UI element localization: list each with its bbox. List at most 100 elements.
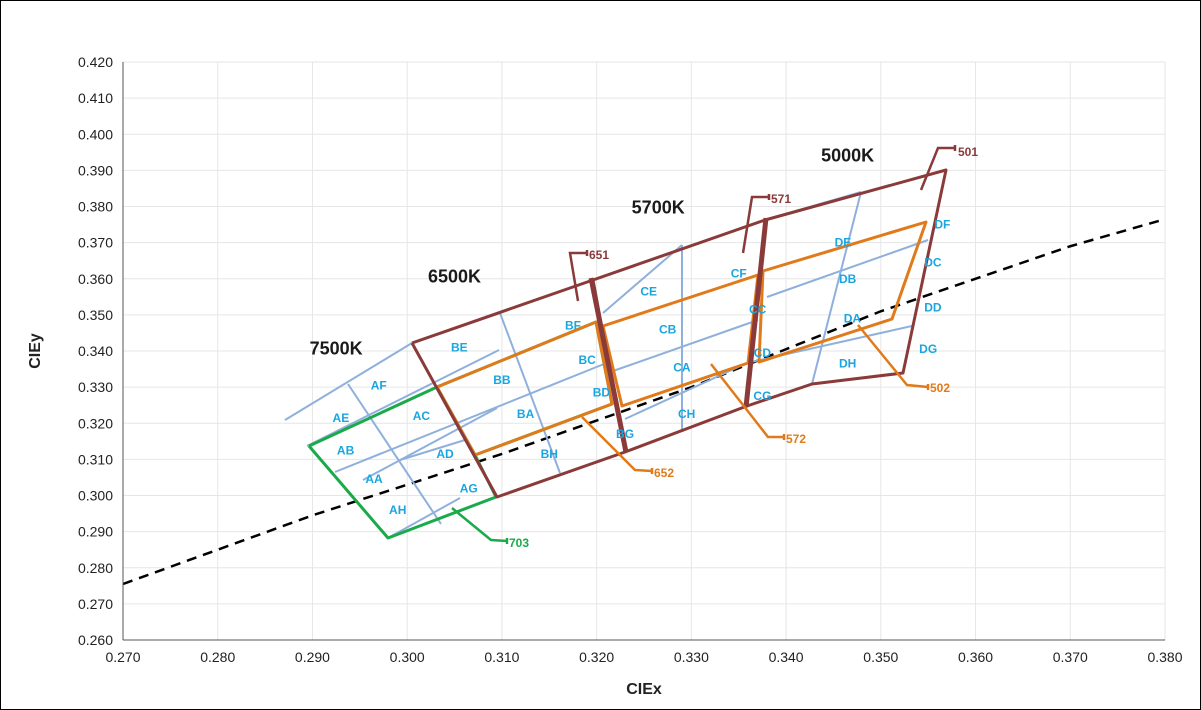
- bin-label-aa: AA: [365, 472, 383, 486]
- x-tick-label: 0.330: [674, 649, 709, 665]
- blue-bin-line: [399, 439, 466, 461]
- y-tick-label: 0.280: [78, 560, 113, 576]
- bin-label-ab: AB: [337, 443, 355, 457]
- x-tick-label: 0.270: [105, 649, 140, 665]
- blue-bin-line: [612, 319, 759, 372]
- bin-label-cd: CD: [754, 346, 772, 360]
- x-tick-label: 0.320: [579, 649, 614, 665]
- y-tick-label: 0.310: [78, 451, 113, 467]
- callout-lines: [451, 145, 957, 544]
- bin-label-dh: DH: [839, 357, 856, 371]
- y-tick-label: 0.330: [78, 379, 113, 395]
- brown-501-outline: [746, 168, 948, 408]
- blue-bin-line: [766, 239, 929, 298]
- axes: 0.270 0.280 0.290 0.300 0.310 0.320 0.330 0.340…: [27, 54, 1183, 698]
- callout-label-501: 501: [958, 145, 978, 159]
- blue-bin-line: [284, 342, 413, 421]
- y-tick-label: 0.420: [78, 54, 113, 70]
- bin-label-dg: DG: [919, 342, 937, 356]
- labels: 501 571 651 502 572 652 703 7500K 6500K 5700K 5000…: [310, 145, 979, 550]
- cct-label: 5700K: [632, 198, 685, 218]
- callout-label-703: 703: [509, 536, 529, 550]
- callout-line-572: [710, 363, 784, 439]
- bin-label-cb: CB: [659, 322, 677, 336]
- x-tick-label: 0.290: [295, 649, 330, 665]
- brown-6500-5700-divider: [588, 277, 629, 453]
- bin-label-bb: BB: [493, 373, 511, 387]
- bin-label-be: BE: [451, 340, 468, 354]
- y-tick-label: 0.350: [78, 307, 113, 323]
- cct-label: 5000K: [821, 145, 874, 165]
- blue-bin-line: [334, 361, 610, 473]
- callout-line-652: [581, 416, 653, 473]
- orange-572-outline: [601, 273, 760, 408]
- blue-bin-line: [306, 349, 500, 447]
- x-tick-label: 0.370: [1053, 649, 1088, 665]
- callout-line-571: [741, 195, 769, 254]
- bin-label-cg: CG: [753, 389, 771, 403]
- y-tick-label: 0.370: [78, 235, 113, 251]
- bin-label-bf: BF: [565, 319, 581, 333]
- bin-label-bg: BG: [616, 427, 634, 441]
- y-axis-title: CIEy: [27, 333, 44, 369]
- orange-502-outline: [757, 220, 928, 364]
- y-tick-label: 0.260: [78, 632, 113, 648]
- bin-label-ad: AD: [436, 447, 454, 461]
- x-tick-label: 0.360: [958, 649, 993, 665]
- bin-label-af: AF: [371, 378, 387, 392]
- bin-label-de: DE: [835, 236, 852, 250]
- blackbody-locus: [122, 217, 1166, 586]
- callout-label-572: 572: [786, 432, 806, 446]
- blue-bin-line: [362, 407, 498, 481]
- bin-label-ag: AG: [460, 481, 478, 495]
- gridlines: [123, 61, 1166, 640]
- bin-label-ce: CE: [640, 284, 657, 298]
- y-tick-label: 0.360: [78, 271, 113, 287]
- y-tick-label: 0.290: [78, 524, 113, 540]
- callout-label-571: 571: [771, 192, 791, 206]
- y-tick-label: 0.410: [78, 90, 113, 106]
- callout-line-703: [451, 507, 508, 543]
- cct-label: 7500K: [310, 339, 363, 359]
- x-tick-label: 0.300: [390, 649, 425, 665]
- y-tick-label: 0.390: [78, 162, 113, 178]
- x-tick-label: 0.380: [1147, 649, 1182, 665]
- y-tick-label: 0.300: [78, 488, 113, 504]
- bin-label-ah: AH: [389, 503, 406, 517]
- bin-label-bd: BD: [593, 386, 611, 400]
- bin-label-da: DA: [844, 311, 862, 325]
- callout-line-501: [919, 146, 955, 191]
- bin-label-ch: CH: [678, 407, 695, 421]
- blue-bin-line: [499, 312, 561, 474]
- bin-label-bc: BC: [578, 353, 596, 367]
- bin-label-ba: BA: [517, 407, 535, 421]
- bin-label-dd: DD: [924, 301, 942, 315]
- y-tick-label: 0.400: [78, 126, 113, 142]
- bin-label-ac: AC: [413, 409, 431, 423]
- cct-label: 6500K: [428, 266, 481, 286]
- bin-label-ca: CA: [673, 360, 691, 374]
- bin-label-cc: CC: [749, 302, 767, 316]
- x-tick-label: 0.340: [769, 649, 804, 665]
- callout-label-652: 652: [654, 466, 674, 480]
- bin-label-ae: AE: [333, 411, 350, 425]
- blue-bin-line: [602, 244, 683, 314]
- y-tick-label: 0.320: [78, 415, 113, 431]
- x-tick-label: 0.280: [200, 649, 235, 665]
- blackbody-locus-line: [122, 217, 1166, 586]
- y-tick-label: 0.340: [78, 343, 113, 359]
- bin-regions: [284, 168, 948, 540]
- callout-line-651: [568, 251, 587, 302]
- x-axis-title: CIEx: [626, 681, 662, 698]
- bin-label-bh: BH: [541, 447, 558, 461]
- callout-label-651: 651: [589, 248, 609, 262]
- y-tick-label: 0.380: [78, 199, 113, 215]
- x-tick-label: 0.310: [484, 649, 519, 665]
- bin-label-cf: CF: [731, 266, 747, 280]
- callout-label-502: 502: [930, 381, 950, 395]
- y-tick-label: 0.270: [78, 596, 113, 612]
- bin-label-dc: DC: [924, 255, 942, 269]
- blue-bin-line: [387, 497, 461, 539]
